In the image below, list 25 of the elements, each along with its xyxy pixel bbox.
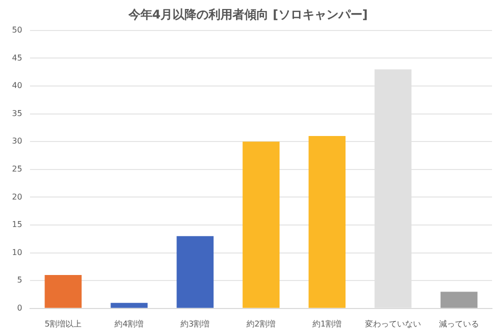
- x-tick-label: 約4割増: [114, 319, 144, 328]
- y-tick-label: 0: [17, 303, 22, 312]
- y-tick-label: 15: [12, 220, 22, 230]
- y-tick-label: 20: [12, 192, 22, 202]
- y-tick-label: 5: [17, 276, 22, 285]
- x-tick-label: 減っている: [439, 319, 480, 328]
- x-tick-label: 約3割増: [180, 319, 210, 328]
- chart-title: 今年4月以降の利用者傾向 [ソロキャンパー]: [127, 7, 368, 22]
- y-tick-label: 50: [12, 25, 22, 34]
- bar: [440, 292, 478, 308]
- y-tick-label: 45: [12, 53, 22, 62]
- y-tick-label: 10: [12, 248, 22, 257]
- x-tick-label: 5割増以上: [44, 319, 82, 328]
- bar: [176, 236, 214, 308]
- y-tick-label: 35: [12, 108, 22, 118]
- bar: [242, 142, 280, 308]
- x-tick-label: 約1割増: [312, 319, 342, 328]
- bar: [308, 136, 346, 308]
- x-tick-label: 約2割増: [246, 319, 276, 328]
- x-tick-label: 変わっていない: [365, 319, 422, 328]
- bar: [110, 302, 148, 308]
- bar: [44, 275, 82, 308]
- y-tick-label: 40: [12, 81, 22, 90]
- y-tick-label: 30: [12, 136, 22, 146]
- y-tick-label: 25: [12, 164, 22, 174]
